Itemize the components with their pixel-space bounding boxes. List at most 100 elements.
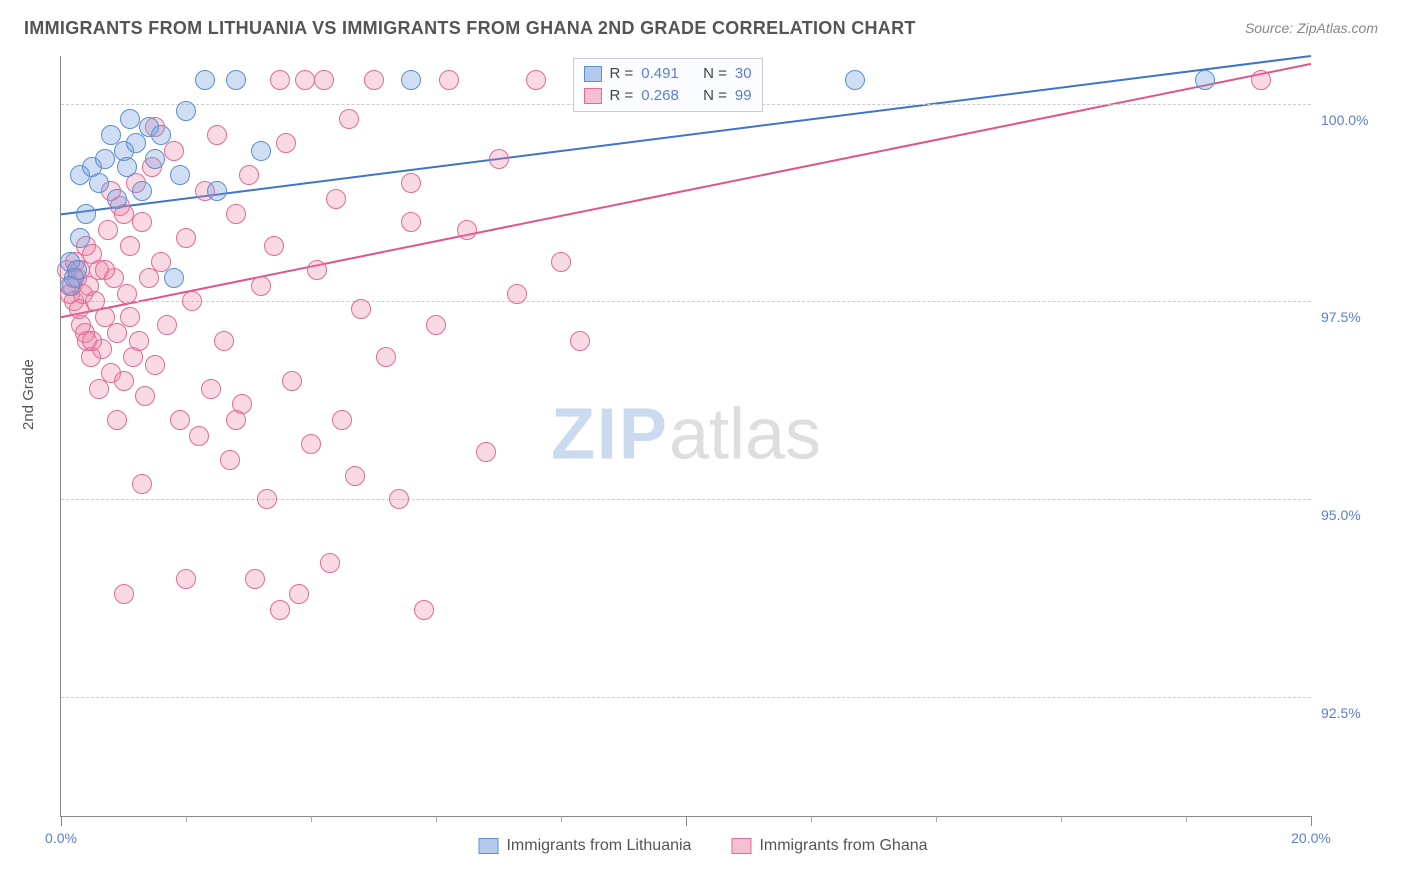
data-point-ghana <box>389 489 409 509</box>
data-point-lith <box>170 165 190 185</box>
data-point-ghana <box>114 371 134 391</box>
data-point-ghana <box>182 291 202 311</box>
plot-area: ZIPatlas 100.0%97.5%95.0%92.5%0.0%20.0% <box>60 56 1311 817</box>
n-value: 99 <box>735 85 752 107</box>
data-point-ghana <box>264 236 284 256</box>
data-point-ghana <box>570 331 590 351</box>
data-point-ghana <box>364 70 384 90</box>
legend-swatch <box>584 88 602 104</box>
data-point-ghana <box>326 189 346 209</box>
y-tick-label: 95.0% <box>1321 507 1381 523</box>
data-point-ghana <box>257 489 277 509</box>
data-point-lith <box>60 276 80 296</box>
data-point-ghana <box>295 70 315 90</box>
x-tick-major <box>686 816 687 826</box>
data-point-ghana <box>98 220 118 240</box>
data-point-ghana <box>164 141 184 161</box>
data-point-ghana <box>345 466 365 486</box>
x-tick-major <box>1311 816 1312 826</box>
data-point-ghana <box>107 410 127 430</box>
data-point-ghana <box>289 584 309 604</box>
data-point-ghana <box>376 347 396 367</box>
data-point-ghana <box>145 355 165 375</box>
data-point-ghana <box>135 386 155 406</box>
x-tick-minor <box>311 816 312 822</box>
data-point-ghana <box>314 70 334 90</box>
data-point-ghana <box>439 70 459 90</box>
data-point-ghana <box>95 260 115 280</box>
gridline <box>61 499 1311 500</box>
legend-item-ghana: Immigrants from Ghana <box>731 837 927 855</box>
data-point-ghana <box>251 276 271 296</box>
data-point-ghana <box>282 371 302 391</box>
x-tick-label: 0.0% <box>45 830 77 846</box>
legend-label: Immigrants from Lithuania <box>506 837 691 854</box>
data-point-lith <box>107 189 127 209</box>
r-label: R = <box>610 85 634 107</box>
data-point-ghana <box>114 584 134 604</box>
x-tick-minor <box>561 816 562 822</box>
data-point-ghana <box>176 228 196 248</box>
data-point-ghana <box>226 204 246 224</box>
data-point-lith <box>845 70 865 90</box>
data-point-ghana <box>332 410 352 430</box>
x-tick-label: 20.0% <box>1291 830 1331 846</box>
x-tick-minor <box>1186 816 1187 822</box>
data-point-lith <box>207 181 227 201</box>
data-point-ghana <box>270 600 290 620</box>
chart-title: IMMIGRANTS FROM LITHUANIA VS IMMIGRANTS … <box>24 18 916 39</box>
data-point-ghana <box>239 165 259 185</box>
data-point-ghana <box>207 125 227 145</box>
y-tick-label: 92.5% <box>1321 705 1381 721</box>
n-label: N = <box>703 63 727 85</box>
data-point-ghana <box>201 379 221 399</box>
data-point-ghana <box>414 600 434 620</box>
data-point-ghana <box>220 450 240 470</box>
data-point-ghana <box>89 379 109 399</box>
data-point-ghana <box>301 434 321 454</box>
data-point-ghana <box>489 149 509 169</box>
x-tick-minor <box>936 816 937 822</box>
r-value: 0.268 <box>641 85 679 107</box>
y-tick-label: 97.5% <box>1321 309 1381 325</box>
data-point-ghana <box>120 236 140 256</box>
source-label: Source: ZipAtlas.com <box>1245 20 1378 36</box>
data-point-lith <box>226 70 246 90</box>
legend-swatch <box>478 838 498 854</box>
data-point-ghana <box>401 173 421 193</box>
data-point-lith <box>195 70 215 90</box>
correlation-row-lith: R =0.491 N =30 <box>584 63 752 85</box>
data-point-ghana <box>551 252 571 272</box>
data-point-ghana <box>176 569 196 589</box>
data-point-ghana <box>214 331 234 351</box>
data-point-ghana <box>1251 70 1271 90</box>
data-point-lith <box>120 109 140 129</box>
data-point-ghana <box>117 284 137 304</box>
data-point-ghana <box>276 133 296 153</box>
data-point-lith <box>151 125 171 145</box>
data-point-ghana <box>270 70 290 90</box>
legend-label: Immigrants from Ghana <box>759 837 927 854</box>
data-point-ghana <box>82 331 102 351</box>
data-point-ghana <box>307 260 327 280</box>
data-point-lith <box>89 173 109 193</box>
r-label: R = <box>610 63 634 85</box>
legend-bottom: Immigrants from Lithuania Immigrants from… <box>478 832 927 860</box>
data-point-lith <box>145 149 165 169</box>
data-point-ghana <box>476 442 496 462</box>
data-point-ghana <box>170 410 190 430</box>
x-tick-major <box>61 816 62 826</box>
data-point-ghana <box>339 109 359 129</box>
data-point-ghana <box>507 284 527 304</box>
gridline <box>61 301 1311 302</box>
data-point-ghana <box>320 553 340 573</box>
y-axis-label: 2nd Grade <box>20 359 37 430</box>
data-point-ghana <box>189 426 209 446</box>
legend-item-lith: Immigrants from Lithuania <box>478 837 691 855</box>
data-point-lith <box>1195 70 1215 90</box>
data-point-ghana <box>351 299 371 319</box>
data-point-ghana <box>401 212 421 232</box>
data-point-ghana <box>120 307 140 327</box>
legend-swatch <box>731 838 751 854</box>
data-point-lith <box>132 181 152 201</box>
